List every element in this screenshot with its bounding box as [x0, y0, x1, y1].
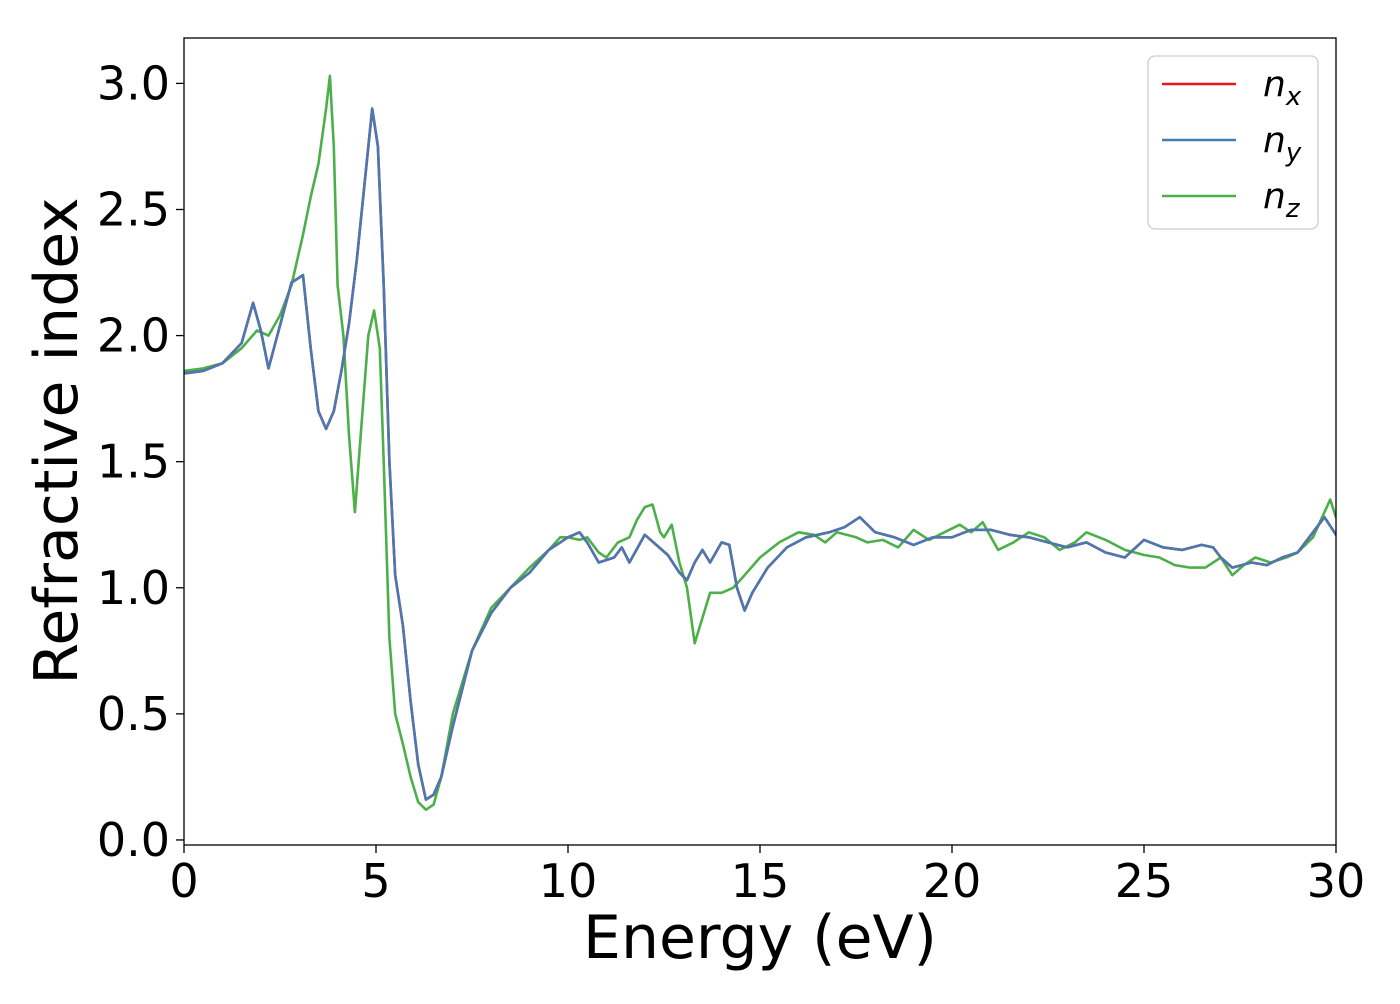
legend-label-n-y: ny [1263, 120, 1302, 168]
x-tick-label: 20 [923, 854, 982, 908]
x-tick-label: 10 [539, 854, 598, 908]
legend-label-n-x: nx [1263, 64, 1302, 112]
legend-label-base: n [1263, 176, 1286, 217]
legend-label-base: n [1263, 64, 1286, 105]
legend-label-subscript: y [1285, 138, 1302, 168]
series-layer [184, 74, 1336, 811]
legend-label-subscript: z [1285, 194, 1301, 224]
y-tick-label: 1.5 [97, 435, 170, 489]
legend-frame [1147, 55, 1319, 230]
y-tick-label: 0.0 [97, 813, 170, 867]
x-tick-label: 0 [169, 854, 198, 908]
y-axis: 0.0 0.5 1.0 1.5 2.0 2.5 3.0 [97, 56, 184, 867]
x-tick-label: 30 [1307, 854, 1366, 908]
legend-label-n-z: nz [1263, 176, 1301, 224]
series-line-n-z [184, 74, 1336, 811]
x-tick-label: 25 [1115, 854, 1174, 908]
x-axis-title: Energy (eV) [583, 903, 937, 973]
legend-label-subscript: x [1285, 82, 1302, 112]
y-tick-label: 2.5 [97, 182, 170, 236]
series-line-n-y [184, 107, 1336, 801]
x-tick-label: 15 [731, 854, 790, 908]
y-tick-label: 0.5 [97, 687, 170, 741]
legend-label-base: n [1263, 120, 1286, 161]
x-axis: 0 5 10 15 20 25 30 [169, 845, 1365, 908]
y-axis-title: Refractive index [22, 197, 92, 684]
y-tick-label: 3.0 [97, 56, 170, 110]
y-tick-label: 1.0 [97, 561, 170, 615]
y-tick-label: 2.0 [97, 309, 170, 363]
x-tick-label: 5 [361, 854, 390, 908]
